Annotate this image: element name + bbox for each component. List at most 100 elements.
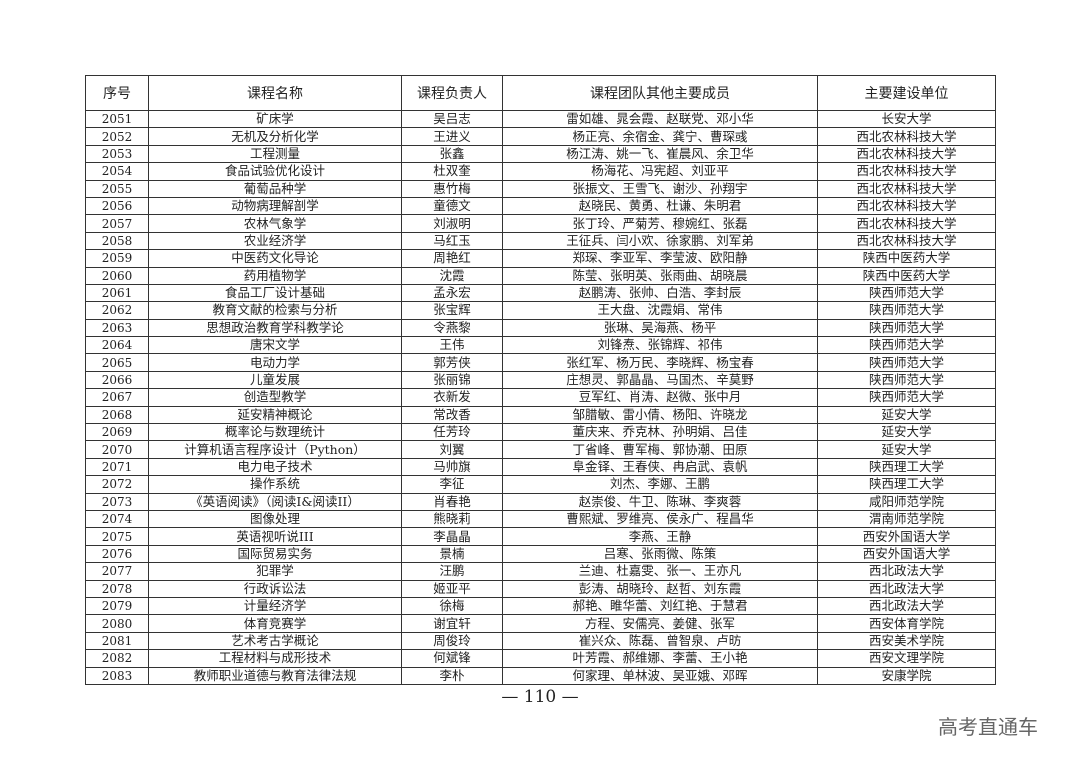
cell-course-name: 图像处理 <box>148 509 402 529</box>
table-row: 2081 艺术考古学概论 周俊玲 崔兴众、陈磊、曾智泉、卢昉 西安美术学院 <box>85 631 996 651</box>
cell-team-members: 张红军、杨万民、李晓辉、杨宝春 <box>502 353 818 372</box>
cell-institution: 咸阳师范学院 <box>817 492 996 511</box>
cell-course-name: 创造型教学 <box>148 388 402 407</box>
cell-institution: 延安大学 <box>817 423 996 442</box>
cell-institution: 西北政法大学 <box>817 579 996 598</box>
cell-index: 2051 <box>85 109 149 129</box>
cell-institution: 延安大学 <box>817 440 996 459</box>
cell-index: 2059 <box>85 249 149 268</box>
cell-course-leader: 熊晓莉 <box>401 509 503 529</box>
cell-institution: 长安大学 <box>817 109 996 129</box>
table-row: 2064 唐宋文学 王伟 刘锋焘、张锦辉、祁伟 陕西师范大学 <box>85 336 996 355</box>
cell-course-leader: 马帅旗 <box>401 457 503 477</box>
cell-course-name: 农林气象学 <box>148 214 402 233</box>
cell-course-name: 无机及分析化学 <box>148 127 402 146</box>
cell-institution: 西北农林科技大学 <box>817 127 996 146</box>
cell-institution: 西安美术学院 <box>817 631 996 651</box>
cell-course-name: 犯罪学 <box>148 562 402 581</box>
cell-index: 2072 <box>85 475 149 494</box>
cell-course-name: 唐宋文学 <box>148 336 402 355</box>
cell-institution: 安康学院 <box>817 666 996 685</box>
table-row: 2070 计算机语言程序设计（Python） 刘翼 丁省峰、曹军梅、郭协潮、田原 延安大… <box>85 440 996 459</box>
cell-index: 2062 <box>85 301 149 320</box>
cell-course-name: 概率论与数理统计 <box>148 423 402 442</box>
cell-index: 2052 <box>85 127 149 146</box>
cell-institution: 西北农林科技大学 <box>817 231 996 251</box>
table-row: 2055 葡萄品种学 惠竹梅 张振文、王雪飞、谢沙、孙翔宇 西北农林科技大学 <box>85 179 996 198</box>
cell-index: 2054 <box>85 162 149 181</box>
table-row: 2071 电力电子技术 马帅旗 阜金铎、王春侠、冉启武、袁帆 陕西理工大学 <box>85 457 996 477</box>
cell-index: 2055 <box>85 179 149 198</box>
cell-institution: 陕西中医药大学 <box>817 266 996 285</box>
cell-course-leader: 杜双奎 <box>401 162 503 181</box>
cell-team-members: 杨江涛、姚一飞、崔晨风、余卫华 <box>502 144 818 164</box>
cell-index: 2075 <box>85 527 149 546</box>
cell-index: 2057 <box>85 214 149 233</box>
cell-course-name: 食品试验优化设计 <box>148 162 402 181</box>
cell-team-members: 陈莹、张明英、张雨曲、胡晓晨 <box>502 266 818 285</box>
cell-institution: 延安大学 <box>817 405 996 425</box>
cell-team-members: 张琳、吴海燕、杨平 <box>502 318 818 338</box>
cell-index: 2064 <box>85 336 149 355</box>
header-institution: 主要建设单位 <box>817 75 996 111</box>
cell-course-name: 思想政治教育学科教学论 <box>148 318 402 338</box>
cell-course-name: 英语视听说III <box>148 527 402 546</box>
cell-institution: 陕西师范大学 <box>817 318 996 338</box>
table-row: 2076 国际贸易实务 景楠 吕寒、张雨微、陈策 西安外国语大学 <box>85 544 996 564</box>
cell-institution: 西安外国语大学 <box>817 527 996 546</box>
cell-course-leader: 景楠 <box>401 544 503 564</box>
cell-course-name: 电力电子技术 <box>148 457 402 477</box>
cell-team-members: 董庆来、乔克林、孙明娟、吕佳 <box>502 423 818 442</box>
cell-index: 2074 <box>85 509 149 529</box>
cell-team-members: 张丁玲、严菊芳、穆婉红、张磊 <box>502 214 818 233</box>
table-row: 2079 计量经济学 徐梅 郝艳、睢华蕾、刘红艳、于慧君 西北政法大学 <box>85 596 996 616</box>
cell-course-name: 体育竞赛学 <box>148 614 402 633</box>
cell-team-members: 阜金铎、王春侠、冉启武、袁帆 <box>502 457 818 477</box>
cell-team-members: 赵鹏涛、张帅、白浩、李封辰 <box>502 283 818 303</box>
cell-course-leader: 汪鹏 <box>401 562 503 581</box>
table-row: 2056 动物病理解剖学 童德文 赵晓民、黄勇、杜谦、朱明君 西北农林科技大学 <box>85 196 996 216</box>
cell-course-leader: 肖春艳 <box>401 492 503 511</box>
cell-course-leader: 郭芳侠 <box>401 353 503 372</box>
cell-course-name: 教育文献的检索与分析 <box>148 301 402 320</box>
cell-course-leader: 孟永宏 <box>401 283 503 303</box>
cell-team-members: 叶芳霞、郝维娜、李蕾、王小艳 <box>502 649 818 668</box>
cell-course-name: 计算机语言程序设计（Python） <box>148 440 402 459</box>
cell-index: 2077 <box>85 562 149 581</box>
cell-course-leader: 童德文 <box>401 196 503 216</box>
cell-course-name: 儿童发展 <box>148 370 402 390</box>
cell-institution: 陕西中医药大学 <box>817 249 996 268</box>
cell-course-leader: 张丽锦 <box>401 370 503 390</box>
cell-team-members: 王征兵、闫小欢、徐家鹏、刘军弟 <box>502 231 818 251</box>
table-row: 2073 《英语阅读》（阅读I&阅读II） 肖春艳 赵崇俊、牛卫、陈琳、李爽蓉 咸阳师范… <box>85 492 996 511</box>
cell-course-leader: 吴吕志 <box>401 109 503 129</box>
cell-course-name: 工程材料与成形技术 <box>148 649 402 668</box>
table-row: 2052 无机及分析化学 王进义 杨正亮、余宿金、龚宁、曹琛彧 西北农林科技大学 <box>85 127 996 146</box>
cell-team-members: 兰迪、杜嘉雯、张一、王亦凡 <box>502 562 818 581</box>
cell-team-members: 崔兴众、陈磊、曾智泉、卢昉 <box>502 631 818 651</box>
cell-index: 2066 <box>85 370 149 390</box>
table-row: 2080 体育竞赛学 谢宜轩 方程、安儒亮、姜健、张军 西安体育学院 <box>85 614 996 633</box>
cell-index: 2068 <box>85 405 149 425</box>
cell-course-leader: 张鑫 <box>401 144 503 164</box>
cell-course-leader: 衣新发 <box>401 388 503 407</box>
cell-index: 2065 <box>85 353 149 372</box>
table-row: 2069 概率论与数理统计 任芳玲 董庆来、乔克林、孙明娟、吕佳 延安大学 <box>85 423 996 442</box>
cell-course-leader: 何斌锋 <box>401 649 503 668</box>
cell-institution: 西北农林科技大学 <box>817 214 996 233</box>
cell-institution: 西北政法大学 <box>817 562 996 581</box>
table-row: 2083 教师职业道德与教育法律法规 李朴 何家理、单林波、吴亚娥、邓晖 安康学院 <box>85 666 996 685</box>
cell-team-members: 杨海花、冯宪超、刘亚平 <box>502 162 818 181</box>
cell-team-members: 彭涛、胡晓玲、赵哲、刘东霞 <box>502 579 818 598</box>
table-row: 2059 中医药文化导论 周艳红 郑琛、李亚军、李莹波、欧阳静 陕西中医药大学 <box>85 249 996 268</box>
cell-index: 2070 <box>85 440 149 459</box>
cell-team-members: 郑琛、李亚军、李莹波、欧阳静 <box>502 249 818 268</box>
table-row: 2054 食品试验优化设计 杜双奎 杨海花、冯宪超、刘亚平 西北农林科技大学 <box>85 162 996 181</box>
table-row: 2060 药用植物学 沈霞 陈莹、张明英、张雨曲、胡晓晨 陕西中医药大学 <box>85 266 996 285</box>
cell-course-name: 艺术考古学概论 <box>148 631 402 651</box>
cell-course-leader: 姬亚平 <box>401 579 503 598</box>
cell-index: 2083 <box>85 666 149 685</box>
cell-team-members: 方程、安儒亮、姜健、张军 <box>502 614 818 633</box>
cell-institution: 西北农林科技大学 <box>817 144 996 164</box>
cell-course-leader: 惠竹梅 <box>401 179 503 198</box>
